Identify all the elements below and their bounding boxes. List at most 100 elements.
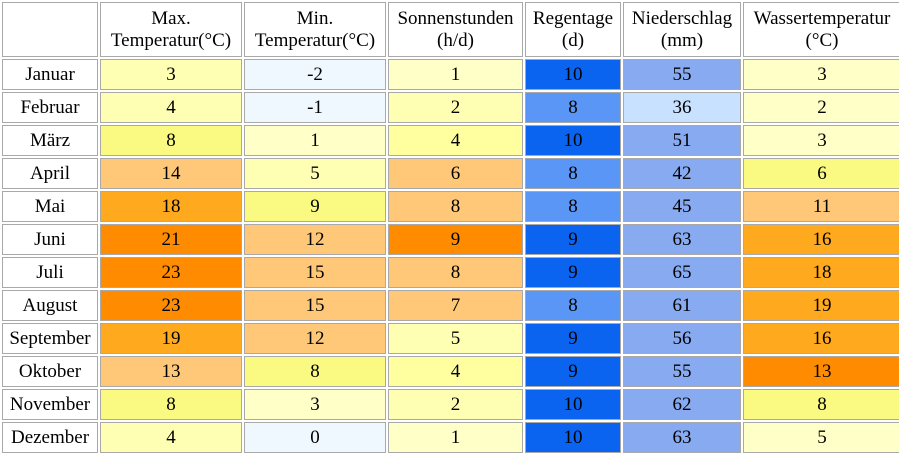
precipitation-cell: 62 bbox=[623, 389, 741, 420]
month-label: Mai bbox=[2, 191, 98, 222]
month-label: Oktober bbox=[2, 356, 98, 387]
table-row: Mai 18 9 8 8 45 11 bbox=[2, 191, 899, 222]
precipitation-cell: 61 bbox=[623, 290, 741, 321]
sunshine-hours-cell: 9 bbox=[388, 224, 523, 255]
rain-days-cell: 9 bbox=[525, 356, 621, 387]
table-row: Februar 4 -1 2 8 36 2 bbox=[2, 92, 899, 123]
header-line: Niederschlag bbox=[631, 7, 733, 29]
water-temperature-cell: 2 bbox=[743, 92, 899, 123]
max-temperature-cell: 13 bbox=[100, 356, 242, 387]
rain-days-cell: 8 bbox=[525, 92, 621, 123]
rain-days-cell: 8 bbox=[525, 191, 621, 222]
month-label: November bbox=[2, 389, 98, 420]
min-temperature-cell: -1 bbox=[244, 92, 386, 123]
month-label: September bbox=[2, 323, 98, 354]
month-label: Juli bbox=[2, 257, 98, 288]
water-temperature-cell: 13 bbox=[743, 356, 899, 387]
header-sunshine-hours: Sonnenstunden (h/d) bbox=[388, 2, 523, 57]
sunshine-hours-cell: 8 bbox=[388, 191, 523, 222]
min-temperature-cell: 9 bbox=[244, 191, 386, 222]
min-temperature-cell: 0 bbox=[244, 422, 386, 453]
max-temperature-cell: 18 bbox=[100, 191, 242, 222]
water-temperature-cell: 16 bbox=[743, 323, 899, 354]
header-line: Wassertemperatur bbox=[753, 7, 891, 29]
sunshine-hours-cell: 4 bbox=[388, 356, 523, 387]
min-temperature-cell: 12 bbox=[244, 224, 386, 255]
sunshine-hours-cell: 5 bbox=[388, 323, 523, 354]
min-temperature-cell: 3 bbox=[244, 389, 386, 420]
max-temperature-cell: 21 bbox=[100, 224, 242, 255]
sunshine-hours-cell: 2 bbox=[388, 389, 523, 420]
rain-days-cell: 9 bbox=[525, 323, 621, 354]
table-body: Januar 3 -2 1 10 55 3 Februar 4 -1 2 8 36 2 März 8 1 4 10 5… bbox=[2, 59, 899, 453]
rain-days-cell: 10 bbox=[525, 125, 621, 156]
max-temperature-cell: 23 bbox=[100, 257, 242, 288]
max-temperature-cell: 3 bbox=[100, 59, 242, 90]
month-label: August bbox=[2, 290, 98, 321]
table-row: September 19 12 5 9 56 16 bbox=[2, 323, 899, 354]
max-temperature-cell: 4 bbox=[100, 422, 242, 453]
table-row: Januar 3 -2 1 10 55 3 bbox=[2, 59, 899, 90]
table-row: Juni 21 12 9 9 63 16 bbox=[2, 224, 899, 255]
water-temperature-cell: 3 bbox=[743, 59, 899, 90]
min-temperature-cell: 12 bbox=[244, 323, 386, 354]
header-line: Max. bbox=[151, 7, 191, 29]
water-temperature-cell: 19 bbox=[743, 290, 899, 321]
month-label: Januar bbox=[2, 59, 98, 90]
max-temperature-cell: 4 bbox=[100, 92, 242, 123]
header-precipitation: Niederschlag (mm) bbox=[623, 2, 741, 57]
precipitation-cell: 45 bbox=[623, 191, 741, 222]
sunshine-hours-cell: 8 bbox=[388, 257, 523, 288]
month-label: Dezember bbox=[2, 422, 98, 453]
header-line: (h/d) bbox=[437, 29, 474, 51]
table-row: Oktober 13 8 4 9 55 13 bbox=[2, 356, 899, 387]
water-temperature-cell: 18 bbox=[743, 257, 899, 288]
water-temperature-cell: 8 bbox=[743, 389, 899, 420]
rain-days-cell: 10 bbox=[525, 59, 621, 90]
precipitation-cell: 65 bbox=[623, 257, 741, 288]
water-temperature-cell: 3 bbox=[743, 125, 899, 156]
header-line: Temperatur(°C) bbox=[110, 29, 232, 51]
table-header: Max. Temperatur(°C) Min. Temperatur(°C) … bbox=[2, 2, 899, 57]
header-min-temperature: Min. Temperatur(°C) bbox=[244, 2, 386, 57]
header-water-temperature: Wassertemperatur (°C) bbox=[743, 2, 899, 57]
header-line: (d) bbox=[561, 29, 585, 51]
header-max-temperature: Max. Temperatur(°C) bbox=[100, 2, 242, 57]
min-temperature-cell: -2 bbox=[244, 59, 386, 90]
min-temperature-cell: 1 bbox=[244, 125, 386, 156]
sunshine-hours-cell: 2 bbox=[388, 92, 523, 123]
precipitation-cell: 55 bbox=[623, 356, 741, 387]
water-temperature-cell: 11 bbox=[743, 191, 899, 222]
precipitation-cell: 36 bbox=[623, 92, 741, 123]
precipitation-cell: 55 bbox=[623, 59, 741, 90]
header-corner-cell bbox=[2, 2, 98, 57]
sunshine-hours-cell: 1 bbox=[388, 422, 523, 453]
min-temperature-cell: 8 bbox=[244, 356, 386, 387]
month-label: Juni bbox=[2, 224, 98, 255]
month-label: März bbox=[2, 125, 98, 156]
header-line: (mm) bbox=[660, 29, 704, 51]
table-row: April 14 5 6 8 42 6 bbox=[2, 158, 899, 189]
table-row: März 8 1 4 10 51 3 bbox=[2, 125, 899, 156]
sunshine-hours-cell: 4 bbox=[388, 125, 523, 156]
sunshine-hours-cell: 1 bbox=[388, 59, 523, 90]
max-temperature-cell: 14 bbox=[100, 158, 242, 189]
precipitation-cell: 63 bbox=[623, 422, 741, 453]
min-temperature-cell: 15 bbox=[244, 290, 386, 321]
precipitation-cell: 42 bbox=[623, 158, 741, 189]
header-line: Min. bbox=[296, 7, 334, 29]
table-row: November 8 3 2 10 62 8 bbox=[2, 389, 899, 420]
header-row: Max. Temperatur(°C) Min. Temperatur(°C) … bbox=[2, 2, 899, 57]
water-temperature-cell: 16 bbox=[743, 224, 899, 255]
precipitation-cell: 63 bbox=[623, 224, 741, 255]
precipitation-cell: 51 bbox=[623, 125, 741, 156]
header-line: Temperatur(°C) bbox=[254, 29, 376, 51]
water-temperature-cell: 6 bbox=[743, 158, 899, 189]
table-row: Dezember 4 0 1 10 63 5 bbox=[2, 422, 899, 453]
rain-days-cell: 8 bbox=[525, 290, 621, 321]
month-label: April bbox=[2, 158, 98, 189]
rain-days-cell: 8 bbox=[525, 158, 621, 189]
max-temperature-cell: 8 bbox=[100, 389, 242, 420]
